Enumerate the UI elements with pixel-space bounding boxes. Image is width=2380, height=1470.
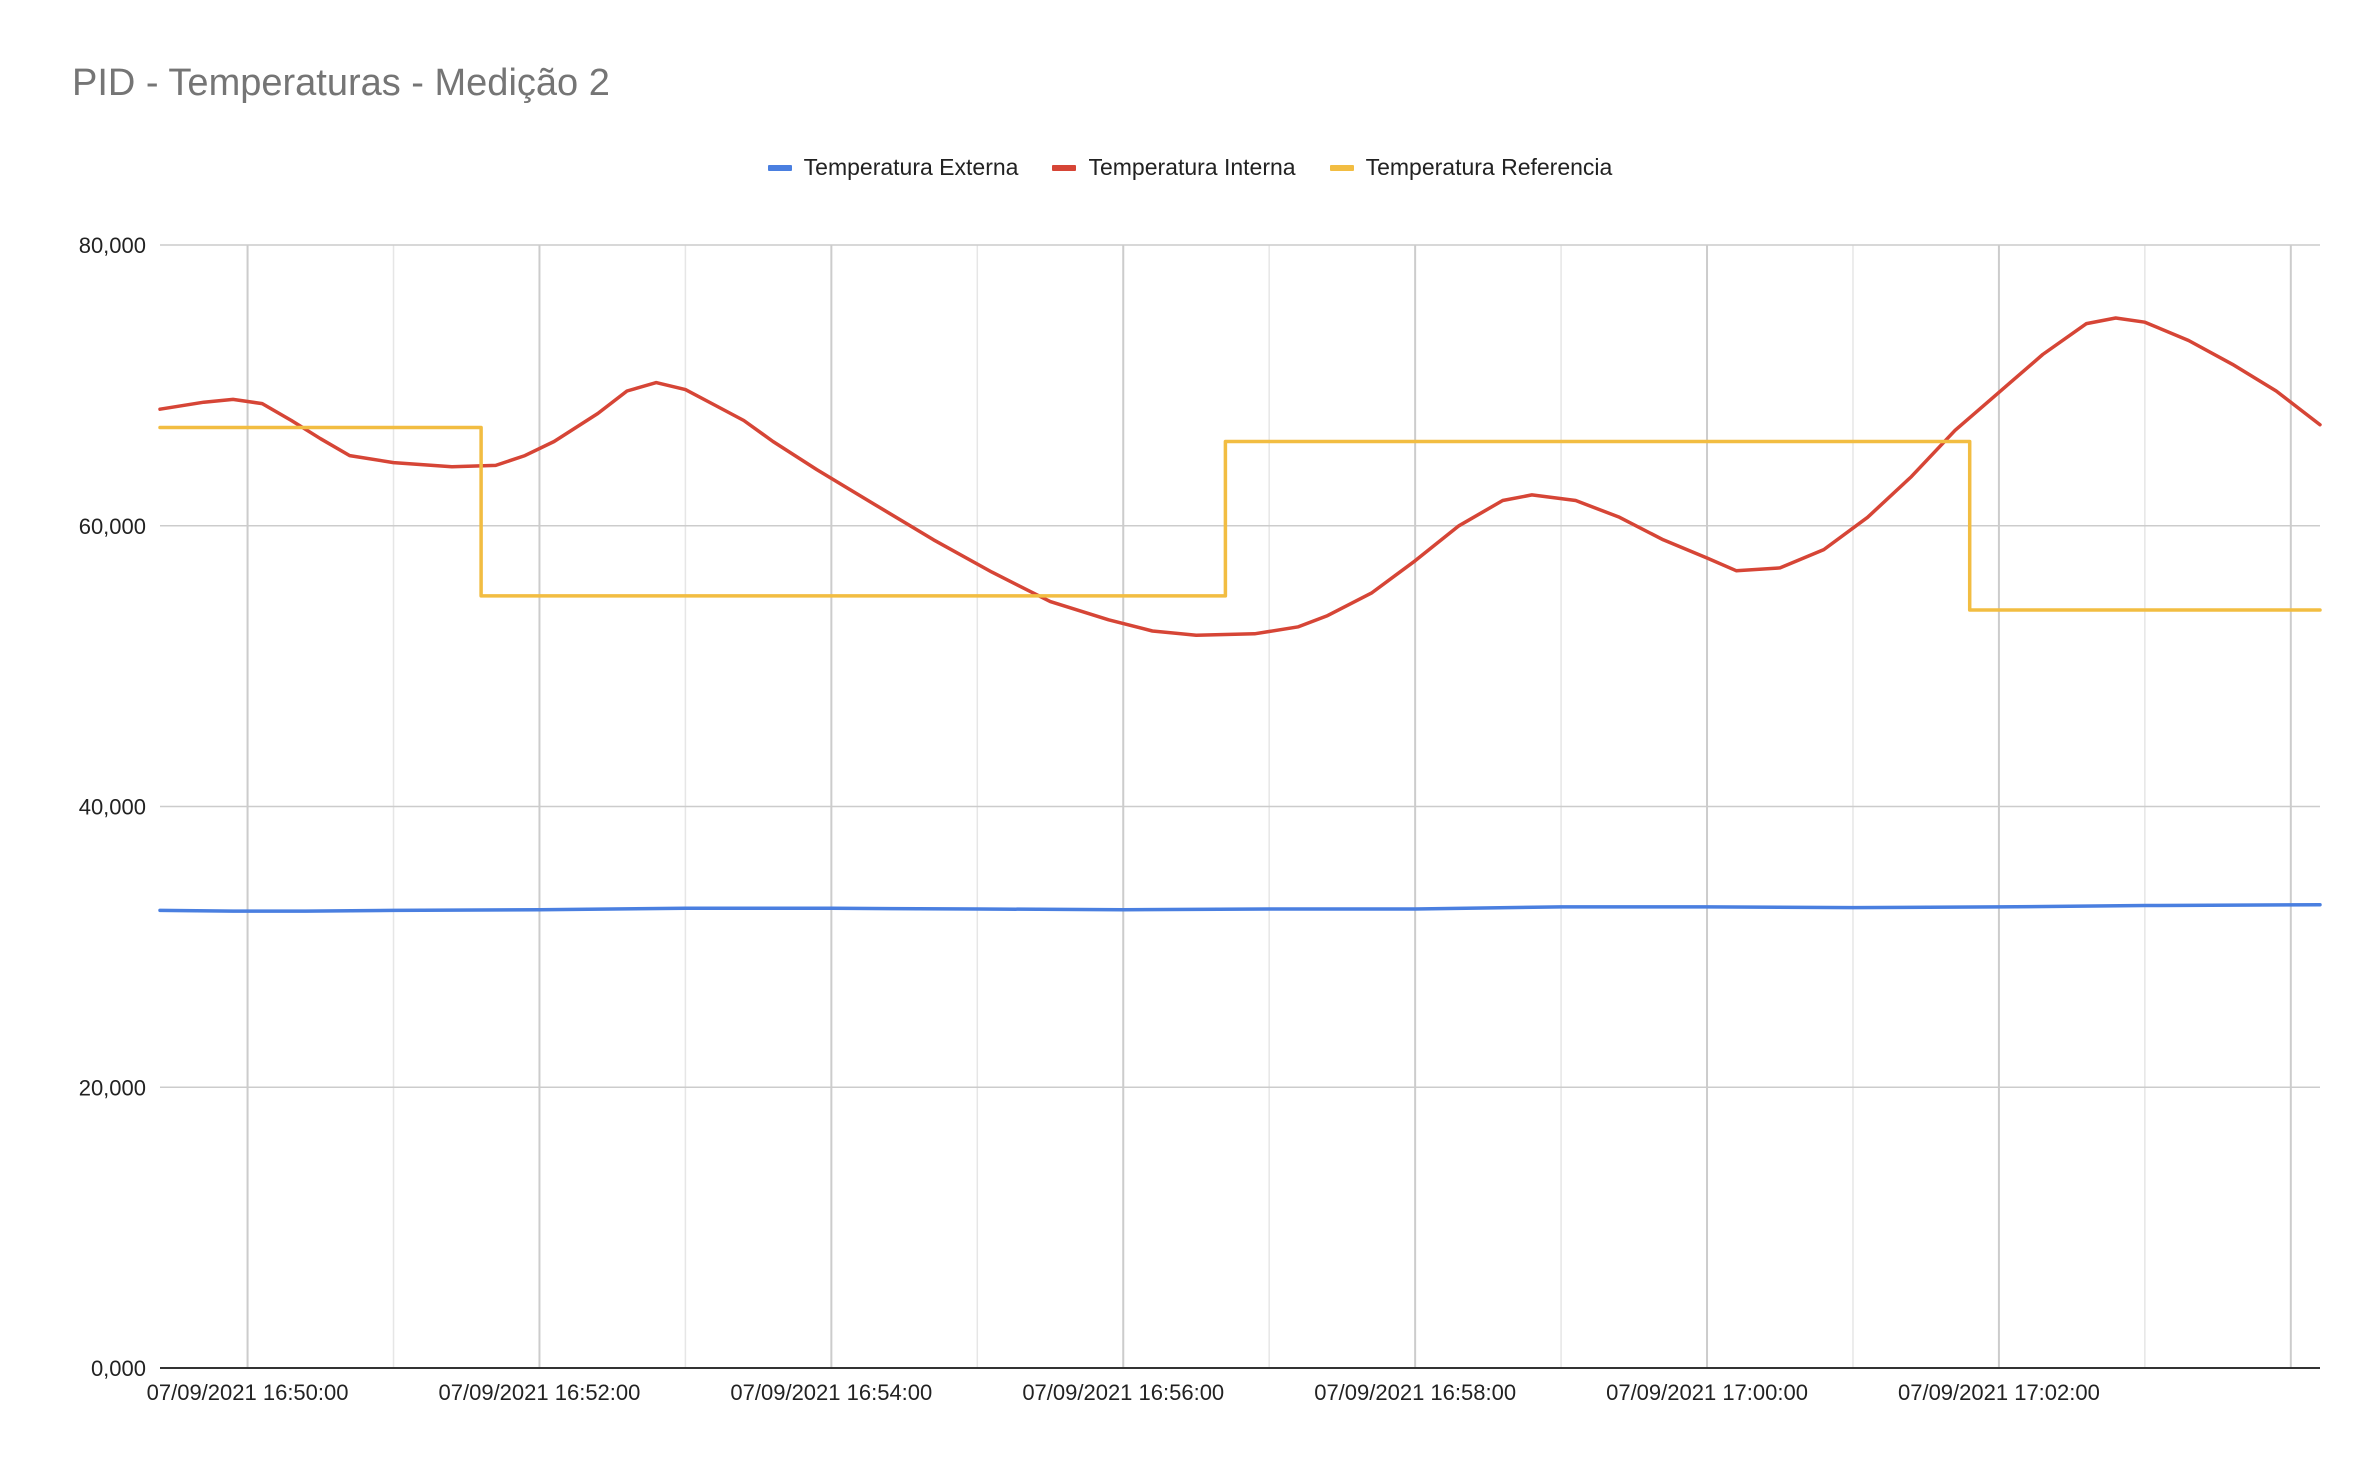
- series-line-interna: [158, 316, 2322, 637]
- y-tick-label: 80,000: [79, 233, 146, 258]
- x-tick-label: 07/09/2021 16:52:00: [439, 1380, 641, 1405]
- y-tick-label: 40,000: [79, 795, 146, 820]
- legend-item-interna[interactable]: Temperatura Interna: [1052, 154, 1296, 181]
- x-tick-label: 07/09/2021 16:56:00: [1022, 1380, 1224, 1405]
- legend-label-referencia: Temperatura Referencia: [1365, 154, 1613, 180]
- x-tick-label: 07/09/2021 17:02:00: [1898, 1380, 2100, 1405]
- chart-legend: Temperatura Externa Temperatura Interna …: [0, 154, 2380, 181]
- legend-label-interna: Temperatura Interna: [1088, 154, 1296, 180]
- x-tick-label: 07/09/2021 16:54:00: [730, 1380, 932, 1405]
- x-tick-label: 07/09/2021 17:00:00: [1606, 1380, 1808, 1405]
- legend-item-referencia[interactable]: Temperatura Referencia: [1329, 154, 1613, 181]
- legend-swatch-externa: [767, 164, 792, 171]
- x-tick-label: 07/09/2021 16:58:00: [1314, 1380, 1516, 1405]
- y-tick-label: 0,000: [91, 1356, 146, 1381]
- chart-title: PID - Temperaturas - Medição 2: [72, 62, 610, 104]
- legend-swatch-interna: [1052, 164, 1077, 171]
- y-tick-label: 20,000: [79, 1075, 146, 1100]
- series-line-referencia: [158, 425, 2322, 612]
- x-tick-label: 07/09/2021 16:50:00: [147, 1380, 349, 1405]
- legend-item-externa[interactable]: Temperatura Externa: [767, 154, 1019, 181]
- legend-label-externa: Temperatura Externa: [803, 154, 1019, 180]
- legend-swatch-referencia: [1329, 164, 1354, 171]
- series-line-externa: [158, 903, 2322, 913]
- y-tick-label: 60,000: [79, 514, 146, 539]
